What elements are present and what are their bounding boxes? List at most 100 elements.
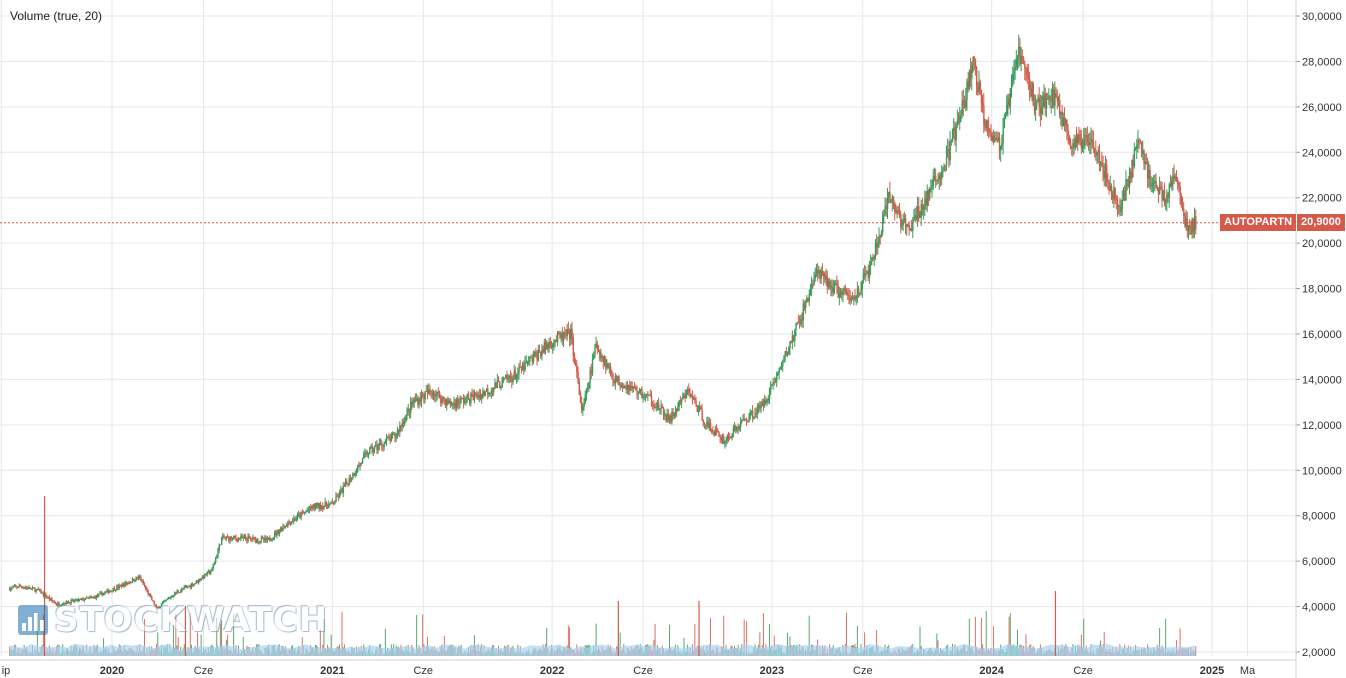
candle-body — [776, 373, 778, 382]
candle-body — [123, 583, 125, 587]
candle-body — [1121, 200, 1124, 209]
candle-body — [1186, 218, 1189, 231]
candle-body — [481, 394, 483, 399]
candle-body — [125, 582, 128, 584]
candle-body — [136, 577, 139, 579]
candle-body — [937, 179, 939, 181]
candle-body — [953, 127, 955, 132]
candle-body — [140, 577, 142, 582]
candle-body — [16, 586, 18, 588]
candle-body — [1133, 149, 1136, 167]
candle-body — [12, 586, 15, 588]
candle-body — [1085, 135, 1087, 137]
volume-bar — [856, 625, 858, 656]
candle-body — [1089, 142, 1091, 145]
y-tick-label: 22,0000 — [1302, 193, 1342, 205]
y-tick-label: 16,0000 — [1302, 329, 1342, 341]
candle-body — [193, 583, 195, 586]
candle-body — [425, 390, 428, 392]
candle-body — [207, 571, 210, 573]
candle-body — [414, 399, 417, 401]
candle-body — [1156, 187, 1159, 190]
candle-body — [235, 537, 237, 539]
x-tick-label: 2025 — [1200, 665, 1224, 677]
candle-body — [638, 390, 641, 394]
candle-body — [194, 582, 196, 584]
candle-body — [296, 514, 299, 519]
candle-body — [621, 387, 624, 389]
candle-body — [947, 149, 949, 151]
candle-body — [68, 602, 70, 604]
candle-body — [538, 350, 541, 353]
candle-body — [1130, 172, 1132, 179]
candle-body — [935, 175, 937, 181]
candle-body — [841, 292, 843, 295]
candle-body — [996, 140, 998, 142]
candle-body — [186, 586, 188, 588]
candle-body — [1066, 119, 1068, 131]
candle-body — [1036, 101, 1038, 105]
volume-bar — [319, 629, 321, 656]
candle-body — [982, 103, 984, 106]
candle-body — [1157, 189, 1160, 194]
candle-body — [974, 58, 977, 68]
candle-body — [341, 489, 343, 494]
candle-body — [1195, 216, 1197, 230]
candle-body — [1154, 180, 1156, 183]
candle-body — [984, 124, 986, 128]
candle-body — [807, 297, 809, 301]
candle-body — [812, 283, 814, 285]
candle-body — [960, 113, 962, 116]
candle-body — [1162, 190, 1165, 201]
candle-body — [1136, 145, 1138, 148]
candle-body — [1168, 184, 1171, 199]
candle-body — [695, 400, 697, 406]
candle-body — [737, 426, 739, 429]
candle-body — [454, 402, 456, 408]
candle-body — [1193, 216, 1196, 231]
candle-body — [127, 582, 129, 584]
candle-body — [631, 386, 633, 389]
candle-body — [898, 211, 901, 214]
candle-body — [829, 281, 831, 288]
candle-body — [534, 352, 536, 357]
candle-body — [336, 495, 338, 497]
candle-body — [1086, 135, 1089, 143]
candle-body — [49, 598, 52, 600]
candle-body — [1048, 95, 1050, 100]
candle-body — [307, 510, 310, 512]
candle-body — [860, 289, 862, 293]
candle-body — [27, 587, 29, 589]
candle-body — [608, 366, 611, 369]
candle-body — [662, 407, 665, 416]
candle-body — [340, 489, 342, 492]
candle-body — [229, 536, 231, 541]
volume-bar — [683, 637, 685, 656]
volume-bar — [864, 632, 866, 656]
candle-body — [1161, 186, 1163, 201]
candle-body — [434, 393, 436, 397]
candle-body — [796, 322, 798, 325]
candle-body — [283, 526, 285, 528]
candle-body — [379, 442, 382, 444]
candle-body — [33, 587, 35, 589]
candle-body — [153, 601, 155, 606]
candle-body — [643, 396, 646, 398]
candle-body — [205, 573, 207, 576]
candle-body — [294, 518, 296, 521]
candle-body — [1183, 208, 1185, 216]
candle-body — [851, 297, 854, 299]
candle-body — [130, 582, 133, 584]
candle-body — [568, 329, 571, 340]
candle-body — [496, 380, 499, 388]
candle-body — [797, 322, 800, 324]
candle-body — [169, 598, 171, 600]
candle-body — [412, 401, 414, 405]
candle-body — [455, 399, 458, 408]
candle-body — [1071, 147, 1073, 149]
candle-body — [175, 592, 177, 594]
candle-body — [306, 510, 308, 512]
candle-body — [253, 536, 255, 538]
candle-body — [560, 332, 562, 338]
candle-body — [113, 588, 116, 591]
